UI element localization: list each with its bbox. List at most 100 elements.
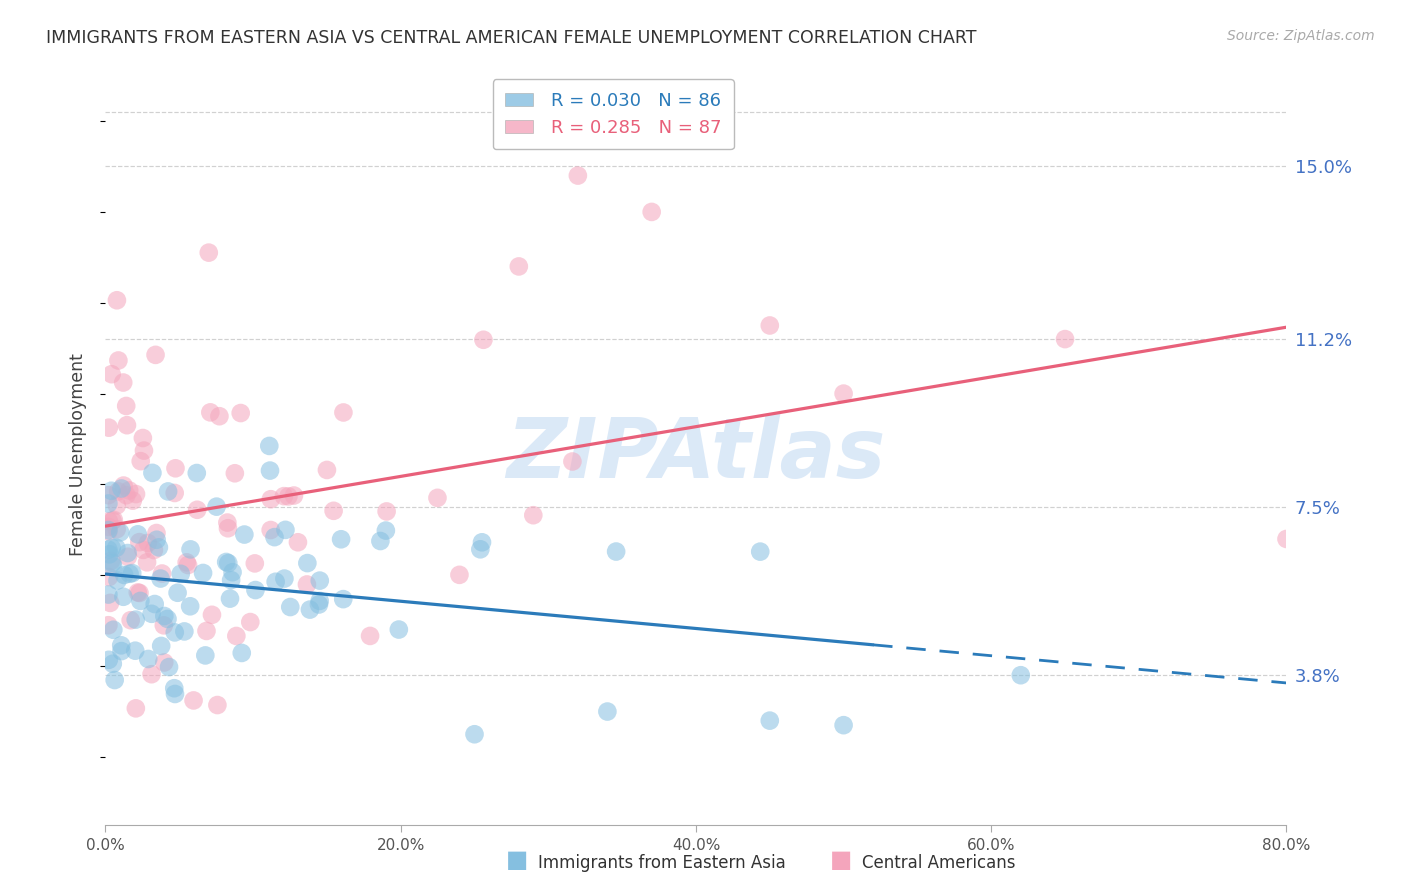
Point <box>136 652 159 666</box>
Point <box>145 526 167 541</box>
Point <box>641 205 664 219</box>
Point <box>561 454 583 468</box>
Point <box>219 591 242 606</box>
Point <box>124 643 146 657</box>
Point <box>287 535 309 549</box>
Point <box>166 586 188 600</box>
Point <box>97 618 120 632</box>
Point <box>508 260 530 274</box>
Point <box>295 577 318 591</box>
Point <box>1054 332 1077 346</box>
Point <box>308 594 330 608</box>
Point <box>832 718 855 732</box>
Point <box>118 566 141 581</box>
Point <box>297 556 319 570</box>
Point <box>200 405 222 419</box>
Point <box>101 556 124 570</box>
Point <box>97 524 120 539</box>
Point <box>105 522 128 536</box>
Point <box>107 353 129 368</box>
Point <box>263 530 285 544</box>
Text: Source: ZipAtlas.com: Source: ZipAtlas.com <box>1227 29 1375 43</box>
Point <box>277 489 299 503</box>
Point <box>129 454 152 468</box>
Point <box>120 613 142 627</box>
Point <box>163 625 186 640</box>
Point <box>115 418 138 433</box>
Y-axis label: Female Unemployment: Female Unemployment <box>69 353 87 557</box>
Point <box>308 574 330 588</box>
Text: IMMIGRANTS FROM EASTERN ASIA VS CENTRAL AMERICAN FEMALE UNEMPLOYMENT CORRELATION: IMMIGRANTS FROM EASTERN ASIA VS CENTRAL … <box>46 29 977 46</box>
Point <box>229 406 252 420</box>
Text: ZIPAtlas: ZIPAtlas <box>506 415 886 495</box>
Point <box>105 541 128 555</box>
Point <box>98 547 121 561</box>
Point <box>605 544 627 558</box>
Point <box>322 504 344 518</box>
Point <box>98 596 121 610</box>
Point <box>283 489 305 503</box>
Point <box>179 599 201 614</box>
Point <box>112 590 135 604</box>
Point <box>101 657 124 671</box>
Point <box>273 572 295 586</box>
Point <box>471 535 494 549</box>
Point <box>208 409 231 424</box>
Point <box>97 588 120 602</box>
Point <box>1010 668 1032 682</box>
Point <box>470 542 492 557</box>
Point <box>165 461 187 475</box>
Point <box>215 555 238 569</box>
Text: Immigrants from Eastern Asia: Immigrants from Eastern Asia <box>538 855 786 872</box>
Point <box>186 466 208 480</box>
Point <box>832 386 855 401</box>
Point <box>259 439 281 453</box>
Point <box>195 624 218 638</box>
Point <box>101 559 124 574</box>
Point <box>100 541 122 555</box>
Point <box>97 420 120 434</box>
Point <box>217 556 239 570</box>
Point <box>374 524 396 538</box>
Point <box>108 525 131 540</box>
Point <box>219 573 242 587</box>
Point <box>370 534 392 549</box>
Point <box>107 484 129 499</box>
Point <box>186 503 208 517</box>
Point <box>183 693 205 707</box>
Point <box>100 368 122 382</box>
Point <box>132 431 155 445</box>
Point <box>100 483 122 498</box>
Point <box>522 508 544 523</box>
Point <box>224 467 246 481</box>
Point <box>112 568 135 582</box>
Point <box>141 667 163 681</box>
Point <box>97 496 120 510</box>
Point <box>100 554 122 568</box>
Point <box>125 701 148 715</box>
Point <box>128 535 150 549</box>
Point <box>278 600 301 615</box>
Point <box>97 653 120 667</box>
Point <box>221 565 243 579</box>
Text: ■: ■ <box>506 848 529 872</box>
Point <box>153 656 176 670</box>
Point <box>141 466 163 480</box>
Point <box>127 527 149 541</box>
Point <box>259 464 281 478</box>
Point <box>103 623 125 637</box>
Point <box>759 318 782 333</box>
Point <box>97 488 120 502</box>
Point <box>233 527 256 541</box>
Point <box>759 714 782 728</box>
Point <box>176 555 198 569</box>
Point <box>231 646 253 660</box>
Point <box>157 484 180 499</box>
Point <box>142 543 165 558</box>
Point <box>110 638 132 652</box>
Point <box>170 566 193 581</box>
Point <box>117 546 139 560</box>
Point <box>150 566 173 581</box>
Point <box>359 629 381 643</box>
Point <box>110 644 132 658</box>
